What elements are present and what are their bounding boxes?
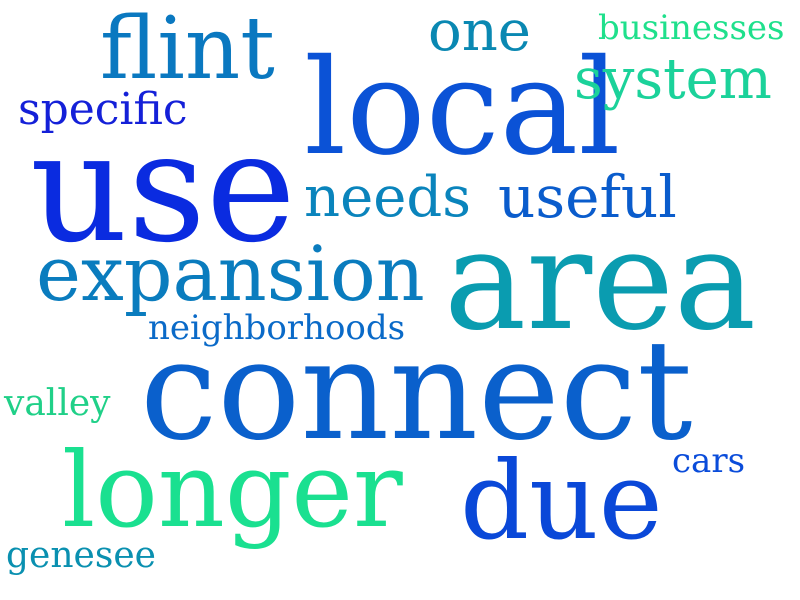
word-neighborhoods: neighborhoods <box>148 308 406 348</box>
word-useful: useful <box>498 163 677 231</box>
word-use: use <box>30 99 296 276</box>
word-flint: flint <box>100 0 275 99</box>
word-needs: needs <box>304 165 471 230</box>
word-one: one <box>428 0 531 64</box>
word-valley: valley <box>4 383 111 424</box>
word-area: area <box>444 200 757 361</box>
word-genesee: genesee <box>6 535 156 576</box>
word-cars: cars <box>672 441 746 481</box>
word-specific: specific <box>18 84 188 135</box>
word-businesses: businesses <box>598 8 785 48</box>
word-local: local <box>304 31 621 185</box>
word-expansion: expansion <box>36 229 425 318</box>
word-due: due <box>460 439 663 564</box>
word-connect: connect <box>140 310 693 471</box>
word-longer: longer <box>62 429 403 551</box>
word-system: system <box>574 47 772 112</box>
